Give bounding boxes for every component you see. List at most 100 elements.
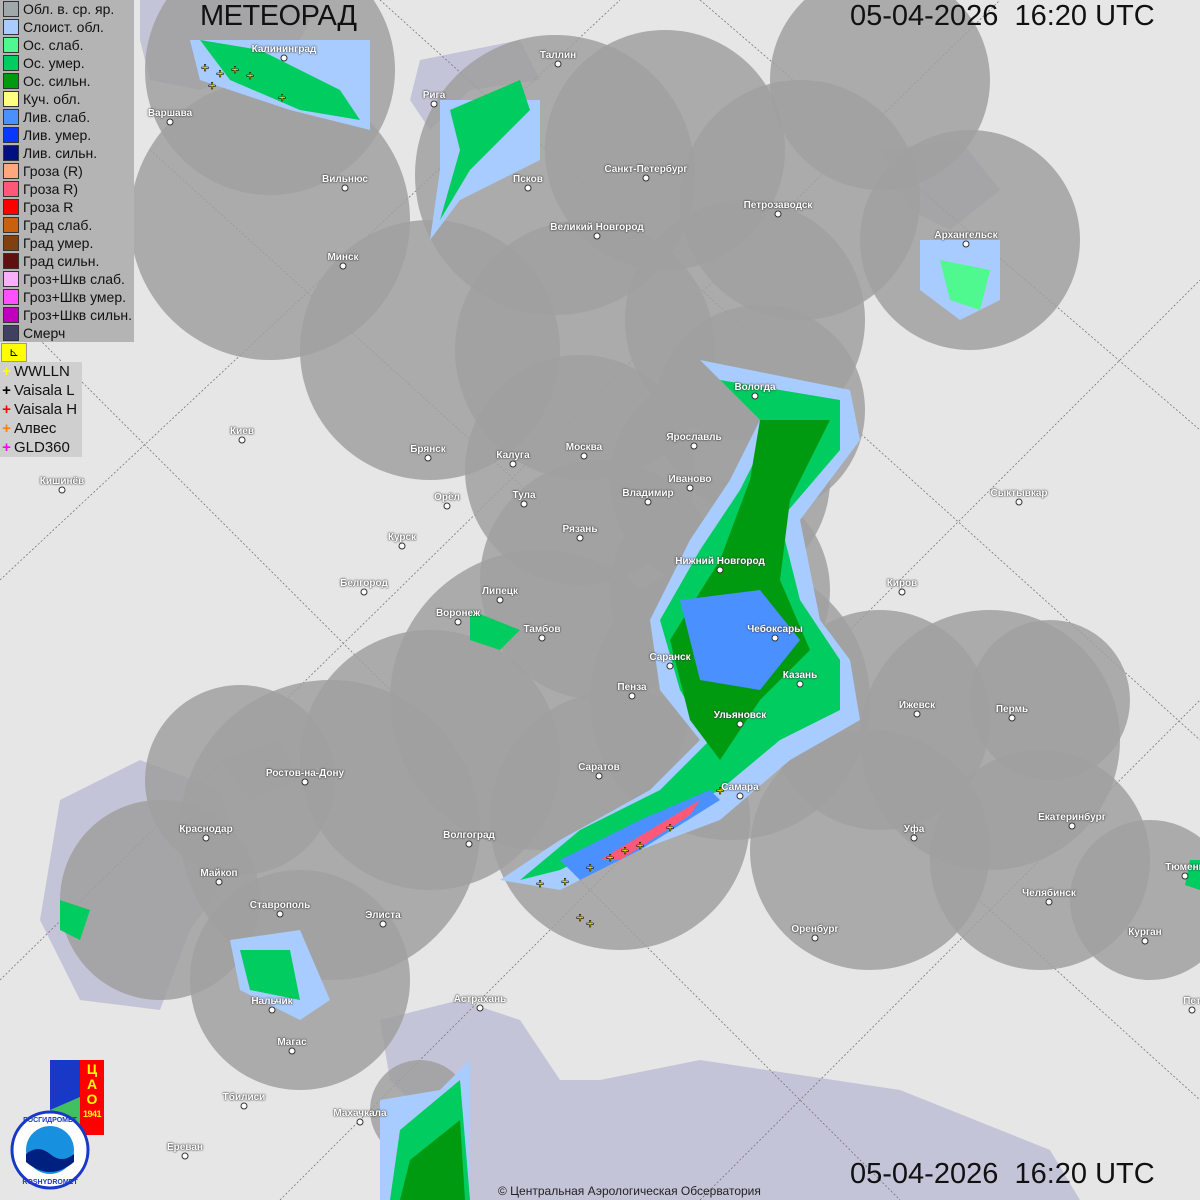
city-marker bbox=[301, 778, 309, 786]
legend-item: Град умер. bbox=[0, 234, 134, 252]
city-label: Владимир bbox=[622, 488, 674, 499]
legend-item: Куч. обл. bbox=[0, 90, 134, 108]
city-marker bbox=[628, 692, 636, 700]
city-marker bbox=[288, 1047, 296, 1055]
city-label: Пет bbox=[1183, 996, 1200, 1007]
lightning-strike-icon: + bbox=[586, 860, 594, 875]
city-label: Ереван bbox=[167, 1142, 203, 1153]
city-label: Тюмень bbox=[1165, 862, 1200, 873]
city-label: Рязань bbox=[562, 524, 598, 535]
legend-swatch bbox=[3, 109, 19, 125]
city-label: Уфа bbox=[903, 824, 925, 835]
lightning-strike-icon: + bbox=[576, 910, 584, 925]
lightning-strike-icon: + bbox=[536, 876, 544, 891]
legend-item: Лив. умер. bbox=[0, 126, 134, 144]
city-marker bbox=[215, 878, 223, 886]
city-marker bbox=[644, 498, 652, 506]
city-marker bbox=[238, 436, 246, 444]
city-label: Тула bbox=[512, 490, 536, 501]
legend-item: Град слаб. bbox=[0, 216, 134, 234]
precipitation-area bbox=[560, 590, 800, 880]
city-label: Великий Новгород bbox=[550, 222, 644, 233]
city-label: Ульяновск bbox=[713, 710, 767, 721]
legend-swatch bbox=[3, 307, 19, 323]
city-marker bbox=[424, 454, 432, 462]
city-marker bbox=[716, 566, 724, 574]
legend-label: Куч. обл. bbox=[23, 91, 81, 107]
city-marker bbox=[240, 1102, 248, 1110]
city-marker bbox=[771, 634, 779, 642]
legend-swatch bbox=[3, 163, 19, 179]
city-label: Магас bbox=[277, 1037, 307, 1048]
legend-item: Ос. сильн. bbox=[0, 72, 134, 90]
lightning-legend-item: + Алвес bbox=[0, 419, 82, 438]
city-marker bbox=[666, 662, 674, 670]
legend-swatch bbox=[3, 19, 19, 35]
lightning-legend-label: GLD360 bbox=[14, 439, 70, 456]
city-marker bbox=[1188, 1006, 1196, 1014]
city-label: Брянск bbox=[410, 444, 446, 455]
legend-label: Град сильн. bbox=[23, 253, 100, 269]
legend-swatch bbox=[3, 271, 19, 287]
city-marker bbox=[496, 596, 504, 604]
city-label: Курск bbox=[387, 532, 417, 543]
legend-item: Гроз+Шкв умер. bbox=[0, 288, 134, 306]
legend-label: Гроза (R) bbox=[23, 163, 83, 179]
city-marker bbox=[276, 910, 284, 918]
city-marker bbox=[465, 840, 473, 848]
city-marker bbox=[202, 834, 210, 842]
legend-swatch bbox=[3, 289, 19, 305]
city-label: Белгород bbox=[340, 578, 388, 589]
city-marker bbox=[538, 634, 546, 642]
city-marker bbox=[339, 262, 347, 270]
city-label: Москва bbox=[565, 442, 603, 453]
city-label: Тбилиси bbox=[222, 1092, 266, 1103]
city-label: Краснодар bbox=[179, 824, 233, 835]
city-label: Вильнюс bbox=[322, 174, 368, 185]
city-marker bbox=[554, 60, 562, 68]
precipitation-area bbox=[440, 80, 530, 220]
city-label: Екатеринбург bbox=[1038, 812, 1106, 823]
lightning-strike-icon: + bbox=[246, 68, 254, 83]
city-label: Волгоград bbox=[443, 830, 495, 841]
legend-swatch bbox=[3, 1, 19, 17]
city-label: Элиста bbox=[365, 910, 401, 921]
lightning-cross-icon: + bbox=[2, 401, 11, 418]
city-label: Санкт-Петербург bbox=[604, 164, 688, 175]
legend-item: Гроза R bbox=[0, 198, 134, 216]
legend-label: Ос. умер. bbox=[23, 55, 85, 71]
precipitation-area bbox=[1185, 860, 1200, 890]
legend-swatch bbox=[3, 73, 19, 89]
lightning-legend-label: Алвес bbox=[14, 420, 57, 437]
legend-item: Ос. слаб. bbox=[0, 36, 134, 54]
radar-circle bbox=[750, 730, 990, 970]
precipitation-legend: Обл. в. ср. яр. Слоист. обл. Ос. слаб. Ос. … bbox=[0, 0, 134, 342]
legend-label: Ос. слаб. bbox=[23, 37, 84, 53]
city-label: Таллин bbox=[539, 50, 577, 61]
city-marker bbox=[642, 174, 650, 182]
city-marker bbox=[690, 442, 698, 450]
city-marker bbox=[524, 184, 532, 192]
city-label: Кишинёв bbox=[39, 476, 85, 487]
city-label: Пенза bbox=[617, 682, 647, 693]
legend-label: Гроза R bbox=[23, 199, 74, 215]
legend-item: Гроза (R) bbox=[0, 162, 134, 180]
city-label: Варшава bbox=[147, 108, 193, 119]
legend-item: Гроз+Шкв сильн. bbox=[0, 306, 134, 324]
flag-button[interactable]: ⊾ bbox=[1, 343, 27, 362]
lightning-legend-label: Vaisala H bbox=[14, 401, 78, 418]
city-marker bbox=[476, 1004, 484, 1012]
city-marker bbox=[398, 542, 406, 550]
lightning-strike-icon: + bbox=[621, 843, 629, 858]
city-marker bbox=[1068, 822, 1076, 830]
legend-label: Гроз+Шкв сильн. bbox=[23, 307, 132, 323]
city-label: Саранск bbox=[649, 652, 691, 663]
legend-label: Лив. сильн. bbox=[23, 145, 98, 161]
city-label: Чебоксары bbox=[747, 624, 803, 635]
legend-swatch bbox=[3, 55, 19, 71]
legend-item: Ос. умер. bbox=[0, 54, 134, 72]
city-marker bbox=[595, 772, 603, 780]
timestamp-top: 05-04-2026 16:20 UTC bbox=[850, 0, 1155, 32]
city-label: Орёл bbox=[434, 492, 460, 503]
